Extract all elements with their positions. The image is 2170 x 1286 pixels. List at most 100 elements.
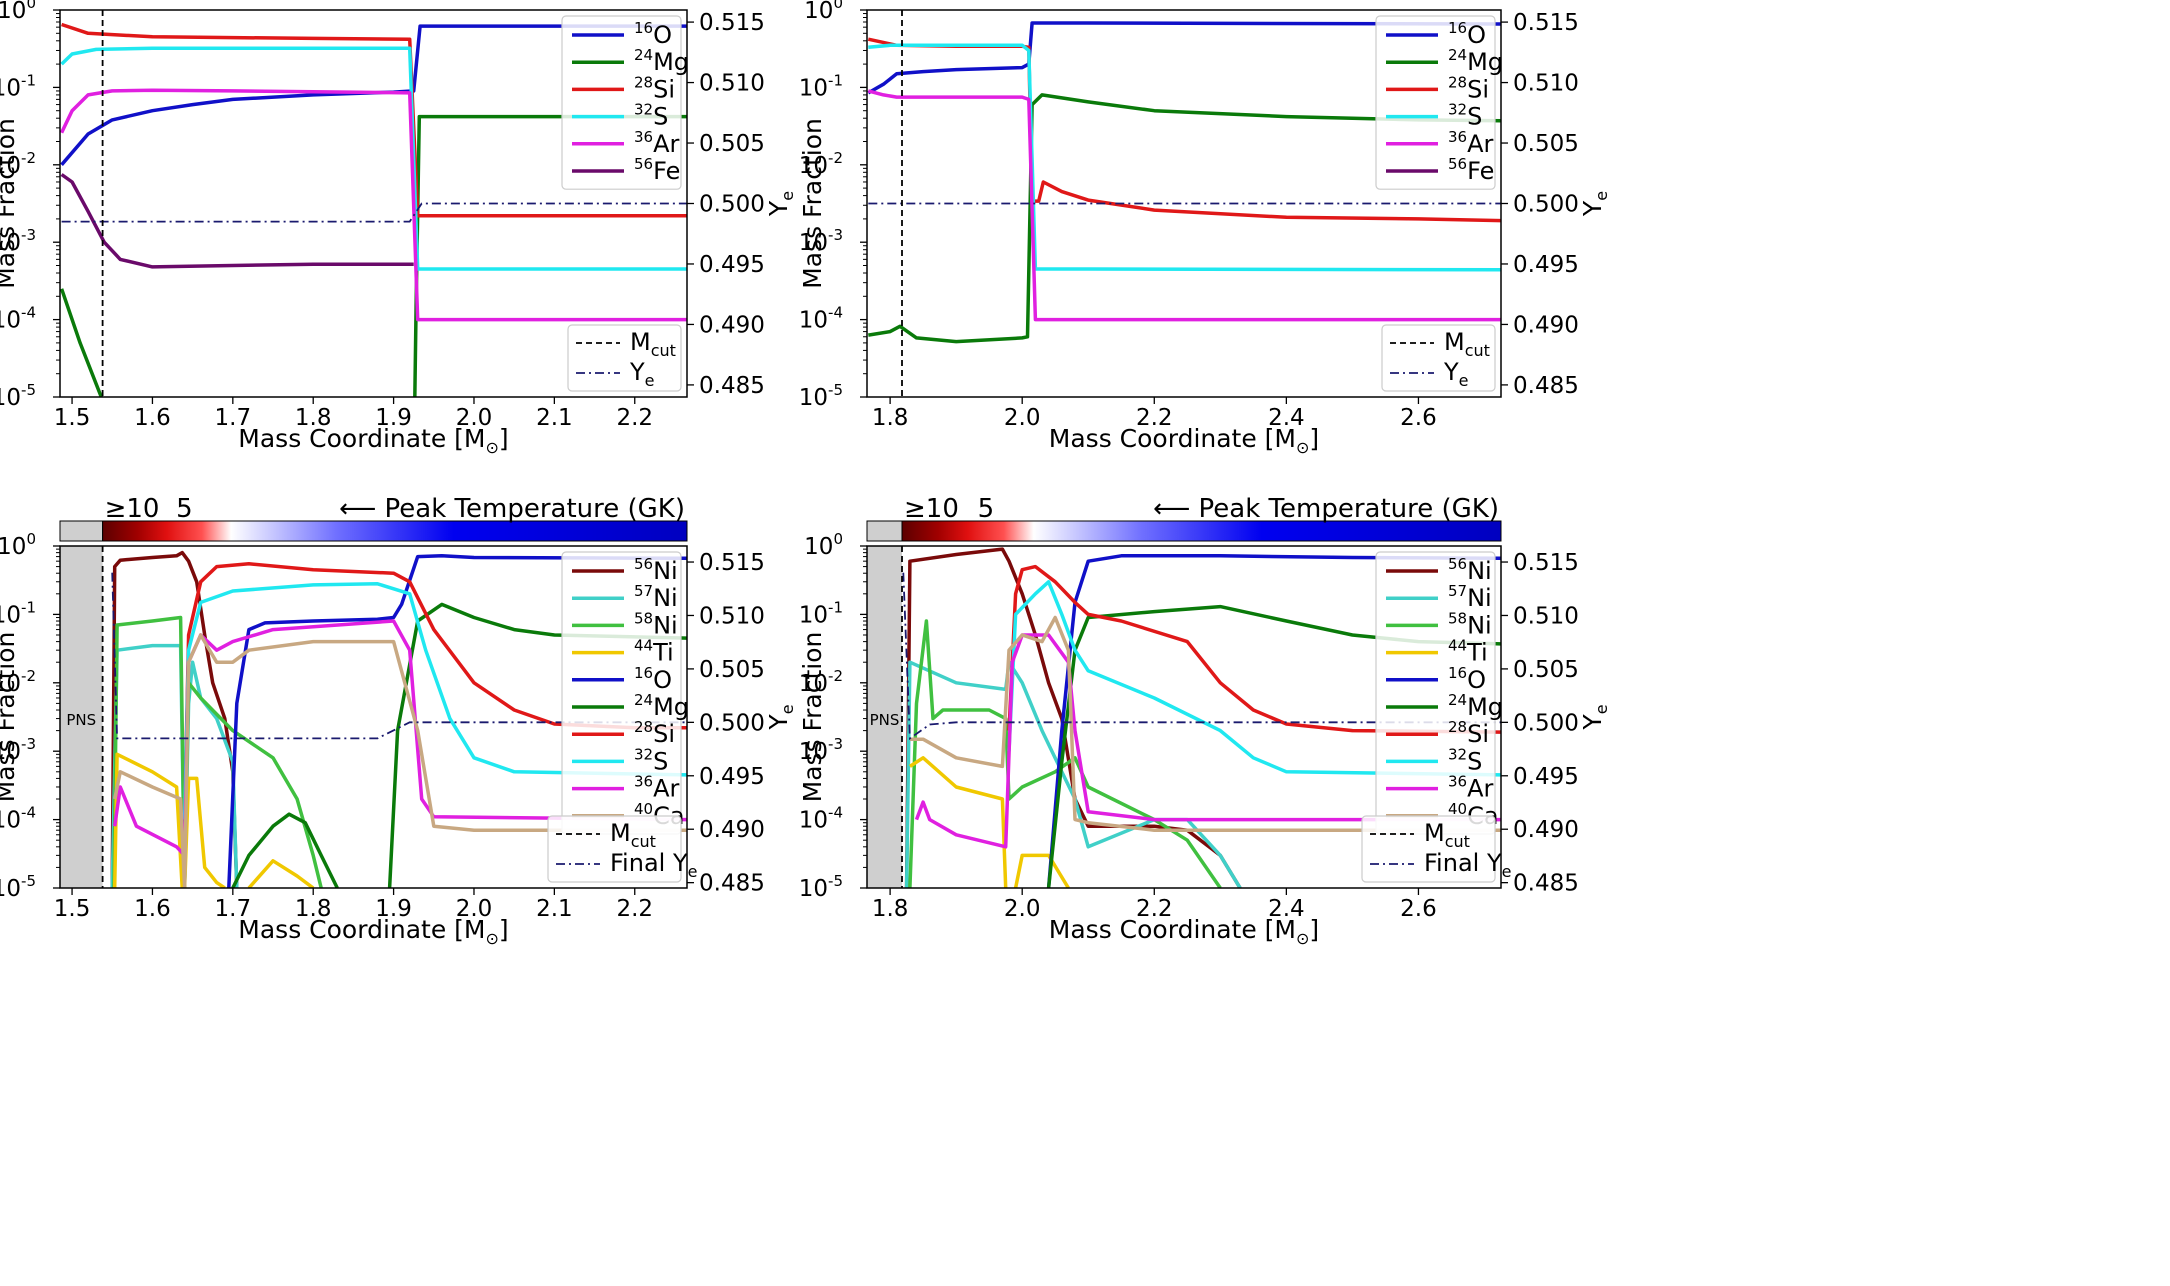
- legend2-label: Ye: [629, 358, 655, 390]
- y2-tick-label: 0.505: [699, 657, 765, 683]
- legend-label: 32S: [634, 101, 668, 131]
- legend-label: 24Mg: [634, 46, 689, 76]
- legend-label: 36Ar: [1448, 128, 1494, 158]
- y2-tick-label: 0.500: [1513, 710, 1579, 736]
- x-tick-label: 1.9: [375, 405, 412, 431]
- series-group: [60, 10, 687, 397]
- y-tick-label: 10-5: [799, 872, 843, 902]
- y2-tick-label: 0.500: [699, 710, 765, 736]
- y-tick-label: 10-5: [0, 872, 36, 902]
- y2-axis-label: Ye: [764, 191, 797, 217]
- series-line-24Mg: [60, 288, 104, 397]
- series-line-36Ar: [112, 619, 687, 858]
- series-line-44Ti: [908, 756, 1008, 888]
- y2-tick-label: 0.505: [699, 131, 765, 157]
- y2-tick-label: 0.515: [1513, 550, 1579, 576]
- colorbar: [901, 520, 1502, 542]
- series-line-56Fe: [60, 173, 414, 269]
- panel-bottom-right: PNS ≥10 5 ⟵ Peak Temperature (GK) 1.8 2.0 2.2 2…: [798, 494, 1611, 948]
- colorbar-pns: [59, 520, 104, 542]
- legend-label: 36Ar: [634, 773, 680, 803]
- legend-label: 58Ni: [1448, 609, 1492, 639]
- legend2-label: Mcut: [630, 328, 676, 360]
- series-line-28Si: [1007, 564, 1501, 734]
- x-tick-label: 1.8: [295, 896, 332, 922]
- y-tick-label: 100: [804, 0, 843, 24]
- legend-label: 44Ti: [1448, 637, 1488, 667]
- y2-tick-label: 0.505: [1513, 131, 1579, 157]
- x-tick-label: 2.2: [1136, 896, 1173, 922]
- panel-bottom-left: PNS ≥10 5 ⟵ Peak Temperature (GK) 1.5 1.6 1.7 1…: [0, 494, 797, 948]
- y-tick-label: 10-5: [0, 381, 36, 411]
- y2-tick-label: 0.495: [1513, 252, 1579, 278]
- series-group: [901, 546, 1501, 888]
- x-tick-label: 1.5: [54, 896, 91, 922]
- y-tick-label: 10-4: [0, 304, 36, 334]
- x-tick-label: 2.2: [616, 405, 653, 431]
- y-tick-label: 10-2: [799, 667, 843, 697]
- y2-tick-label: 0.510: [699, 71, 765, 97]
- y-tick-label: 10-2: [0, 667, 36, 697]
- pns-region: [867, 546, 903, 888]
- y2-tick-label: 0.485: [699, 373, 765, 399]
- y-tick-label: 100: [0, 0, 36, 24]
- y2-tick-label: 0.485: [1513, 871, 1579, 897]
- y2-tick-label: 0.495: [699, 252, 765, 278]
- y2-tick-label: 0.515: [699, 550, 765, 576]
- y-tick-label: 10-2: [799, 149, 843, 179]
- series-line-58Ni: [112, 615, 323, 888]
- x-tick-label: 1.9: [375, 896, 412, 922]
- y-axis-label: Mass Fraction: [0, 632, 20, 803]
- legend-label: 44Ti: [634, 637, 674, 667]
- y-axis-label: Mass Fraction: [798, 118, 827, 289]
- legend-label: 16O: [634, 664, 672, 694]
- y2-axis-label: Ye: [1578, 191, 1611, 217]
- legend-label: 24Mg: [634, 691, 689, 721]
- legend-box: [1375, 15, 1496, 190]
- x-tick-label: 2.0: [456, 405, 493, 431]
- legend2-label: Final Ye: [1424, 849, 1511, 881]
- legend2-box: [1381, 324, 1496, 392]
- x-tick-label: 1.8: [295, 405, 332, 431]
- series-line-40Ca: [112, 633, 687, 888]
- y-tick-label: 10-3: [0, 735, 36, 765]
- x-tick-label: 2.0: [1004, 405, 1041, 431]
- y2-tick-label: 0.495: [1513, 764, 1579, 790]
- y2-axis-label: Ye: [1578, 704, 1611, 730]
- plot-frame: [866, 545, 1502, 889]
- legend-label: 28Si: [1448, 73, 1489, 103]
- y2-tick-label: 0.500: [699, 192, 765, 218]
- series-line-56Ni: [110, 550, 239, 888]
- colorbar-pns: [866, 520, 903, 542]
- y2-tick-label: 0.490: [1513, 312, 1579, 338]
- panel-top-left: 1.5 1.6 1.7 1.8 1.9 2.0 2.1 2.2 Mass Coordinate …: [0, 0, 797, 457]
- plot-frame: [59, 545, 688, 889]
- colorbar-title: ⟵ Peak Temperature (GK): [339, 494, 685, 524]
- legend-label: 24Mg: [1448, 46, 1503, 76]
- colorbar: [102, 520, 688, 542]
- y-tick-label: 10-1: [0, 71, 36, 101]
- series-line-28Si: [182, 562, 687, 820]
- series-group: [101, 546, 687, 888]
- ye-line: [111, 572, 687, 740]
- legend-label: 57Ni: [634, 582, 678, 612]
- legend2-label: Ye: [1443, 358, 1469, 390]
- legend-label: 16O: [1448, 19, 1486, 49]
- series-line-36Ar: [60, 88, 687, 322]
- series-line-32S: [182, 582, 687, 820]
- y2-tick-label: 0.485: [1513, 373, 1579, 399]
- x-tick-label: 1.6: [134, 405, 171, 431]
- y2-tick-label: 0.500: [1513, 192, 1579, 218]
- series-line-36Ar: [867, 89, 1501, 322]
- y-tick-label: 10-4: [799, 804, 843, 834]
- series-line-16O: [60, 24, 687, 166]
- legend-label: 56Fe: [634, 155, 680, 185]
- y2-tick-label: 0.515: [1513, 10, 1579, 36]
- panel-top-right: 1.8 2.0 2.2 2.4 2.6 Mass Coordinate [M⊙] 100 10…: [798, 0, 1611, 457]
- x-axis-label: Mass Coordinate [M⊙]: [238, 915, 508, 948]
- legend-label: 28Si: [634, 718, 675, 748]
- y2-tick-label: 0.495: [699, 764, 765, 790]
- legend2-label: Mcut: [1424, 819, 1470, 851]
- legend-label: 24Mg: [1448, 691, 1503, 721]
- y2-axis-label: Ye: [764, 704, 797, 730]
